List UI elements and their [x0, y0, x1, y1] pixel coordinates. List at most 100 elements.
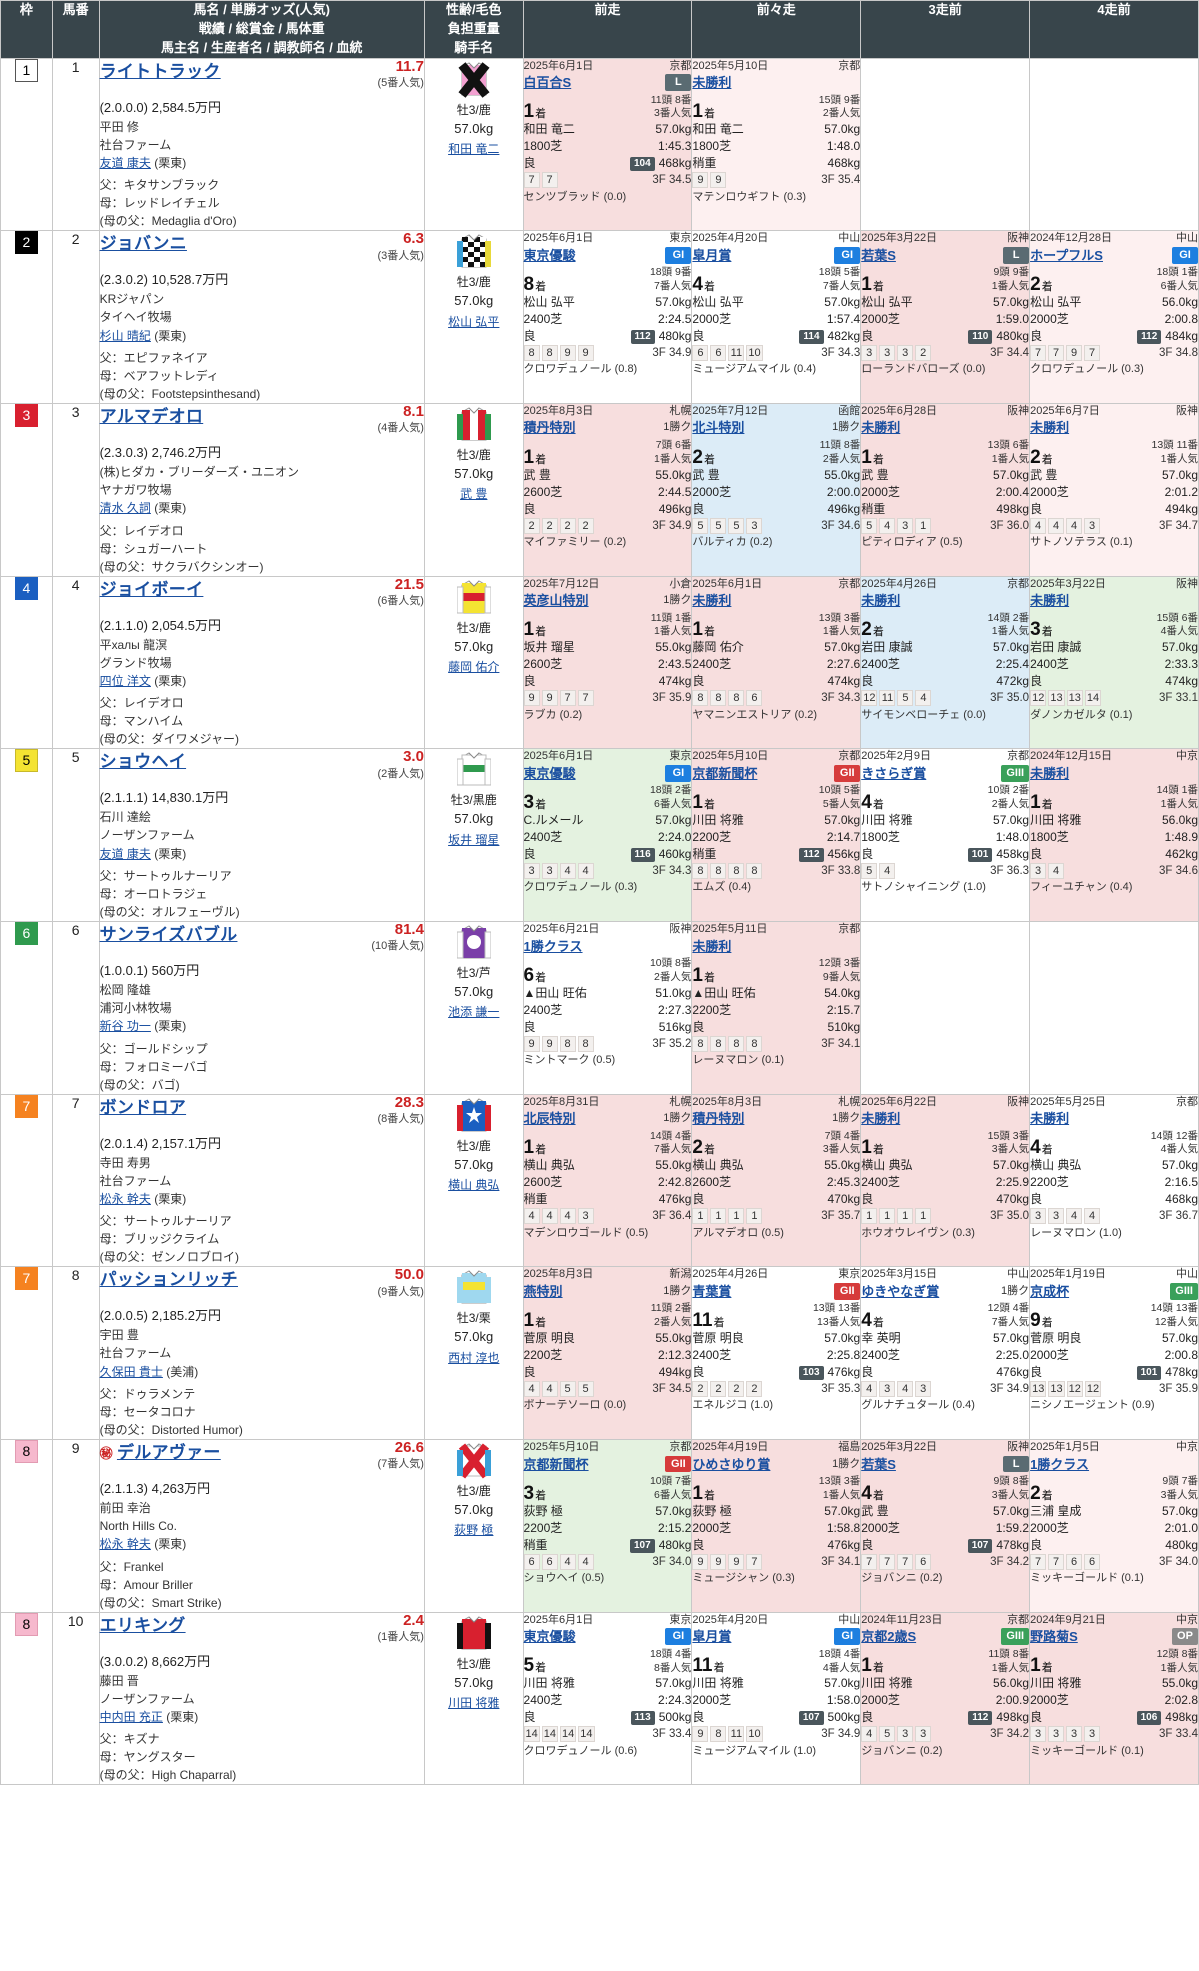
race-name-link[interactable]: きさらぎ賞 [861, 765, 927, 781]
horse-name-link[interactable]: アルマデオロ [99, 406, 204, 426]
race-cell-4[interactable]: 2025年3月22日 阪神 未勝利 3着 15頭 6番 4番人気 岩田 康誠 5… [1029, 575, 1199, 750]
race-name-link[interactable]: ひめさゆり賞 [692, 1456, 771, 1472]
race-name-link[interactable]: 東京優駿 [523, 247, 576, 263]
horse-trainer-link[interactable]: 中内田 充正 [99, 1710, 163, 1725]
race-name-link[interactable]: 野路菊S [1030, 1629, 1078, 1645]
horse-trainer-link[interactable]: 友道 康夫 [99, 155, 151, 170]
race-name-link[interactable]: 若葉S [861, 247, 896, 263]
jockey-link[interactable]: 藤岡 佑介 [448, 660, 500, 675]
race-cell-1[interactable]: 2025年8月3日 新潟 燕特別 1勝ク 1着 11頭 2番 2番人気 菅原 明良… [522, 1266, 693, 1440]
horse-name-link[interactable]: ジョバンニ [99, 234, 187, 254]
race-name-link[interactable]: ホープフルS [1030, 247, 1103, 263]
race-cell-1[interactable]: 2025年8月3日 札幌 積丹特別 1勝ク 1着 7頭 6番 1番人気 武 豊 5… [522, 402, 693, 577]
race-name-link[interactable]: 1勝クラス [523, 938, 583, 954]
horse-trainer-link[interactable]: 松永 幹夫 [99, 1537, 151, 1552]
horse-name-wrap[interactable]: ジョイボーイ [100, 577, 204, 603]
horse-name-link[interactable]: エリキング [99, 1615, 186, 1635]
race-cell-3[interactable]: 2025年3月22日 阪神 若葉S L 4着 9頭 8番 3番人気 武 豊 57.… [860, 1438, 1031, 1613]
race-name-link[interactable]: ゆきやなぎ賞 [861, 1283, 940, 1299]
horse-trainer-link[interactable]: 友道 康夫 [99, 846, 151, 861]
horse-name-wrap[interactable]: パッションリッチ [100, 1267, 238, 1293]
horse-name-wrap[interactable]: ボンドロア [100, 1095, 187, 1121]
race-name-link[interactable]: 燕特別 [523, 1283, 563, 1299]
jockey-link[interactable]: 荻野 極 [454, 1523, 494, 1538]
race-cell-1[interactable]: 2025年6月1日 京都 白百合S L 1着 11頭 8番 3番人気 和田 竜二 … [522, 57, 693, 232]
jockey-link[interactable]: 横山 典弘 [448, 1178, 500, 1193]
race-name-link[interactable]: 東京優駿 [523, 1629, 576, 1645]
race-name-link[interactable]: 京成杯 [1030, 1283, 1070, 1299]
race-name-link[interactable]: 白百合S [523, 75, 572, 91]
race-name-link[interactable]: 未勝利 [692, 938, 732, 954]
race-cell-2[interactable]: 2025年5月10日 京都 未勝利 1着 15頭 9番 2番人気 和田 竜二 5… [691, 57, 862, 232]
race-cell-1[interactable]: 2025年6月1日 東京 東京優駿 GI 3着 18頭 2番 6番人気 C.ルメー… [522, 748, 693, 922]
race-name-link[interactable]: 未勝利 [1030, 593, 1070, 609]
race-name-link[interactable]: 北辰特別 [523, 1111, 576, 1127]
horse-name-wrap[interactable]: アルマデオロ [100, 404, 204, 430]
jockey-link[interactable]: 松山 弘平 [448, 314, 500, 329]
race-cell-3[interactable]: 2025年4月26日 京都 未勝利 2着 14頭 2番 1番人気 岩田 康誠 5… [860, 575, 1031, 750]
race-cell-1[interactable]: 2025年7月12日 小倉 英彦山特別 1勝ク 1着 11頭 1番 1番人気 坂井… [522, 575, 693, 750]
race-cell-1[interactable]: 2025年5月10日 京都 京都新聞杯 GII 3着 10頭 7番 6番人気 荻野… [522, 1438, 693, 1613]
race-cell-2[interactable]: 2025年4月19日 福島 ひめさゆり賞 1勝ク 1着 13頭 3番 1番人気 荻… [691, 1438, 862, 1613]
race-cell-2[interactable]: 2025年8月3日 札幌 積丹特別 1勝ク 2着 7頭 4番 3番人気 横山 典弘… [691, 1093, 862, 1268]
horse-name-wrap[interactable]: ショウヘイ [100, 749, 187, 775]
race-name-link[interactable]: 若葉S [861, 1456, 896, 1472]
race-name-link[interactable]: 未勝利 [1030, 420, 1070, 436]
horse-trainer-link[interactable]: 新谷 功一 [99, 1019, 151, 1034]
horse-name-link[interactable]: ライトトラック [99, 61, 221, 81]
jockey-link[interactable]: 池添 謙一 [448, 1005, 500, 1020]
race-name-link[interactable]: 京都新聞杯 [692, 765, 758, 781]
race-cell-3[interactable]: 2025年3月22日 阪神 若葉S L 1着 9頭 9番 1番人気 松山 弘平 5… [860, 230, 1031, 404]
race-cell-1[interactable]: 2025年6月1日 東京 東京優駿 GI 5着 18頭 4番 8番人気 川田 将雅… [522, 1611, 693, 1786]
race-cell-2[interactable]: 2025年4月26日 東京 青葉賞 GII 11着 13頭 13番 13番人気 菅… [691, 1266, 862, 1440]
race-name-link[interactable]: 未勝利 [1030, 1111, 1070, 1127]
race-cell-2[interactable]: 2025年5月10日 京都 京都新聞杯 GII 1着 10頭 5番 5番人気 川田… [691, 748, 862, 922]
horse-name-link[interactable]: ボンドロア [99, 1097, 187, 1117]
race-name-link[interactable]: 未勝利 [1030, 765, 1070, 781]
race-cell-4[interactable]: 2024年9月21日 中京 野路菊S OP 1着 12頭 8番 1番人気 川田 将… [1029, 1611, 1199, 1786]
race-cell-1[interactable]: 2025年8月31日 札幌 北辰特別 1勝ク 1着 14頭 4番 7番人気 横山 … [522, 1093, 693, 1268]
race-name-link[interactable]: 未勝利 [861, 420, 901, 436]
race-cell-3[interactable]: 2025年3月15日 中山 ゆきやなぎ賞 1勝ク 4着 12頭 4番 7番人気 幸… [860, 1266, 1031, 1440]
race-cell-3[interactable]: 2025年6月22日 阪神 未勝利 1着 15頭 3番 3番人気 横山 典弘 5… [860, 1093, 1031, 1268]
horse-name-link[interactable]: ジョイボーイ [99, 579, 204, 599]
horse-name-wrap[interactable]: ジョバンニ [100, 231, 187, 257]
horse-trainer-link[interactable]: 松永 幹夫 [99, 1192, 151, 1206]
race-name-link[interactable]: 皐月賞 [692, 1629, 732, 1645]
horse-name-link[interactable]: サンライズバブル [99, 924, 238, 944]
race-cell-1[interactable]: 2025年6月21日 阪神 1勝クラス 6着 10頭 8番 2番人気 ▲田山 旺… [522, 920, 693, 1095]
race-name-link[interactable]: 積丹特別 [692, 1111, 745, 1127]
race-name-link[interactable]: 未勝利 [861, 593, 901, 609]
race-name-link[interactable]: 積丹特別 [523, 420, 576, 436]
jockey-link[interactable]: 武 豊 [460, 487, 488, 502]
race-cell-4[interactable]: 2025年5月25日 京都 未勝利 4着 14頭 12番 4番人気 横山 典弘 … [1029, 1093, 1199, 1268]
horse-name-link[interactable]: パッションリッチ [99, 1270, 238, 1290]
horse-name-link[interactable]: デルアヴァー [116, 1442, 221, 1462]
jockey-link[interactable]: 川田 将雅 [448, 1696, 500, 1711]
race-cell-4[interactable]: 2024年12月15日 中京 未勝利 1着 14頭 1番 1番人気 川田 将雅 … [1029, 748, 1199, 922]
horse-name-wrap[interactable]: ライトトラック [100, 59, 221, 85]
race-cell-2[interactable]: 2025年7月12日 函館 北斗特別 1勝ク 2着 11頭 8番 2番人気 武 豊… [691, 402, 862, 577]
race-name-link[interactable]: 皐月賞 [692, 247, 732, 263]
race-name-link[interactable]: 京都2歳S [861, 1629, 917, 1645]
race-cell-3[interactable]: 2025年6月28日 阪神 未勝利 1着 13頭 6番 1番人気 武 豊 57.… [860, 402, 1031, 577]
horse-name-wrap[interactable]: ㊙ デルアヴァー [100, 1440, 221, 1466]
race-name-link[interactable]: 未勝利 [692, 593, 732, 609]
race-name-link[interactable]: 英彦山特別 [523, 593, 589, 609]
race-cell-2[interactable]: 2025年4月20日 中山 皐月賞 GI 11着 18頭 4番 4番人気 川田 将… [691, 1611, 862, 1786]
race-cell-4[interactable]: 2025年1月19日 中山 京成杯 GIII 9着 14頭 13番 12番人気 菅… [1029, 1266, 1199, 1440]
race-cell-1[interactable]: 2025年6月1日 東京 東京優駿 GI 8着 18頭 9番 7番人気 松山 弘平… [522, 230, 693, 404]
jockey-link[interactable]: 坂井 瑠星 [448, 832, 500, 847]
race-name-link[interactable]: 青葉賞 [692, 1283, 732, 1299]
horse-trainer-link[interactable]: 四位 洋文 [99, 673, 151, 688]
race-cell-4[interactable]: 2025年6月7日 阪神 未勝利 2着 13頭 11番 1番人気 武 豊 57.… [1029, 402, 1199, 577]
race-name-link[interactable]: 北斗特別 [692, 420, 745, 436]
race-name-link[interactable]: 東京優駿 [523, 765, 576, 781]
race-name-link[interactable]: 京都新聞杯 [523, 1456, 589, 1472]
race-name-link[interactable]: 未勝利 [861, 1111, 901, 1127]
horse-trainer-link[interactable]: 久保田 貴士 [99, 1364, 163, 1379]
race-cell-4[interactable]: 2024年12月28日 中山 ホープフルS GI 2着 18頭 1番 6番人気 松… [1029, 230, 1199, 404]
horse-trainer-link[interactable]: 清水 久詞 [99, 501, 151, 516]
race-cell-3[interactable]: 2024年11月23日 京都 京都2歳S GIII 1着 11頭 8番 1番人気 … [860, 1611, 1031, 1786]
horse-trainer-link[interactable]: 杉山 晴紀 [99, 328, 151, 343]
